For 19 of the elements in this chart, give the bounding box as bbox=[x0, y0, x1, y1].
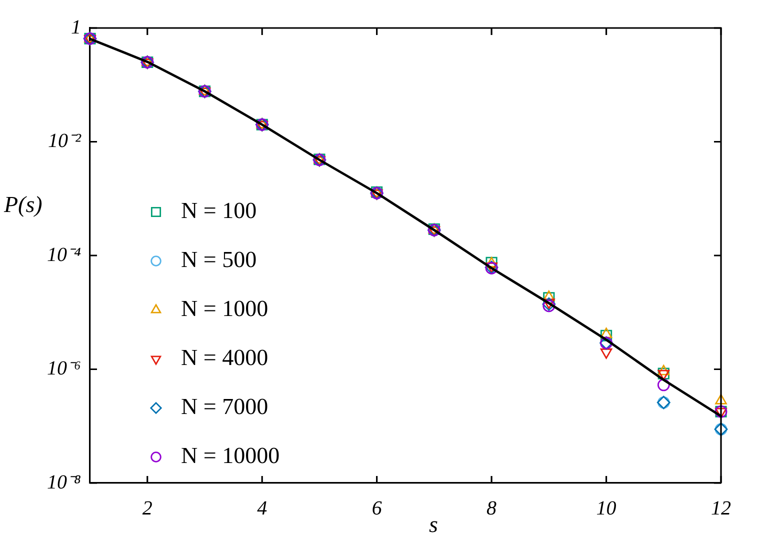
y-tick-label: 1 bbox=[71, 16, 81, 38]
y-tick-label: 10⁻⁸ bbox=[47, 471, 82, 494]
legend-label: N = 100 bbox=[181, 198, 257, 224]
x-tick-label: 6 bbox=[372, 497, 382, 520]
legend-label: N = 500 bbox=[181, 247, 257, 272]
x-tick-label: 10 bbox=[596, 497, 616, 520]
legend-label: N = 1000 bbox=[181, 296, 268, 322]
y-tick-label: 10⁻² bbox=[48, 130, 82, 152]
x-tick-label: 4 bbox=[257, 497, 268, 520]
x-tick-label: 12 bbox=[711, 497, 731, 520]
legend-label: N = 4000 bbox=[181, 345, 268, 370]
x-axis-title: s bbox=[429, 512, 438, 538]
y-axis-title: P(s) bbox=[3, 192, 42, 218]
x-tick-label: 2 bbox=[142, 497, 152, 520]
x-tick-label: 8 bbox=[486, 497, 497, 520]
legend-label: N = 10000 bbox=[181, 443, 280, 468]
y-tick-label: 10⁻⁶ bbox=[47, 358, 82, 380]
legend-label: N = 7000 bbox=[181, 394, 268, 420]
y-tick-label: 10⁻⁴ bbox=[47, 244, 82, 266]
